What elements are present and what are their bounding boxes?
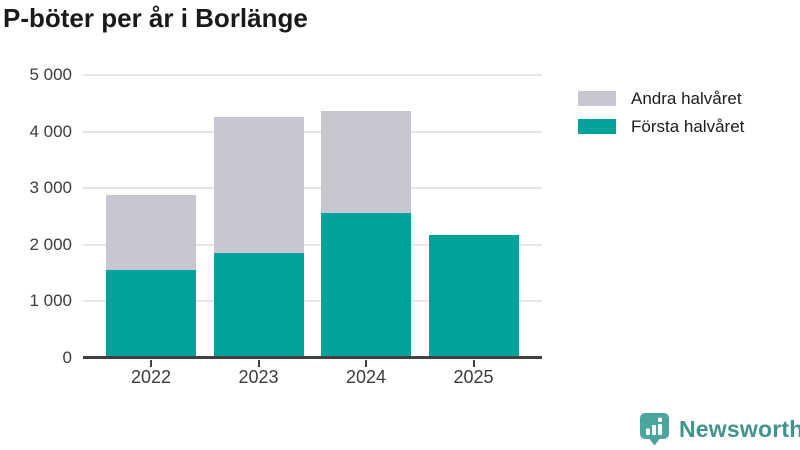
x-tick-2022 (150, 360, 152, 367)
legend-row-0: Andra halvåret (578, 88, 744, 108)
legend-label-0: Andra halvåret (631, 88, 742, 108)
gridline-3000 (83, 187, 542, 190)
x-tick-2024 (365, 360, 367, 367)
chart-title: P-böter per år i Borlänge (3, 3, 308, 33)
legend-label-1: Första halvåret (631, 116, 745, 136)
legend-row-1: Första halvåret (578, 116, 745, 136)
y-tick-label-1000: 1 000 (29, 291, 72, 311)
bar-2024-andra-halvåret (321, 110, 411, 214)
newsworthy-logo[interactable]: Newsworthy (639, 412, 800, 446)
y-tick-label-5000: 5 000 (29, 65, 72, 84)
badge-bar-1 (646, 428, 650, 435)
y-tick-label-0: 0 (62, 348, 72, 367)
newsworthy-logo-text: Newsworthy (679, 415, 800, 442)
legend: Andra halvåret Första halvåret (578, 88, 745, 147)
legend-swatch-0 (578, 91, 616, 106)
plot-area: 0 1 000 2 000 3 000 4 000 5 000 2022 2023 2024 20… (29, 65, 542, 387)
gridline-2000 (83, 243, 542, 246)
x-tick-2025 (472, 360, 475, 367)
x-tick-2023 (257, 360, 260, 367)
newsworthy-badge-icon (640, 413, 669, 446)
gridline-5000 (83, 74, 542, 76)
y-tick-label-4000: 4 000 (29, 121, 72, 141)
badge-bar-3 (658, 424, 662, 435)
y-tick-label-3000: 3 000 (29, 178, 72, 198)
badge-bar-2 (652, 425, 656, 435)
gridline-4000 (83, 130, 542, 133)
bar-2023-andra-halvåret (213, 117, 304, 254)
bar-2024-första-halvåret (321, 213, 411, 358)
bar-2023-första-halvåret (213, 253, 304, 358)
x-tick-label-2022: 2022 (130, 367, 172, 387)
x-axis-line (83, 356, 542, 359)
bar-2022-första-halvåret (106, 270, 196, 358)
x-tick-label-2023: 2023 (238, 367, 279, 387)
bar-2025-första-halvåret (428, 235, 519, 358)
x-tick-label-2024: 2024 (345, 367, 387, 387)
legend-swatch-1 (578, 119, 616, 134)
x-tick-label-2025: 2025 (453, 367, 494, 387)
gridline-1000 (83, 300, 542, 303)
y-tick-label-2000: 2 000 (29, 234, 72, 254)
bar-2022-andra-halvåret (106, 195, 196, 271)
badge-dot (658, 417, 662, 422)
